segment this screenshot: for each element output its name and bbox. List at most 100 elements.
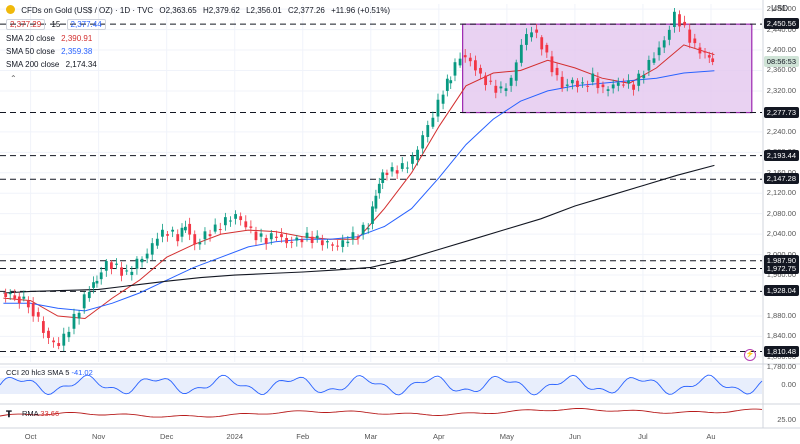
cci-band (0, 378, 762, 394)
candle-body (8, 292, 12, 295)
rma-tick: 25.00 (777, 415, 796, 424)
candle-body (280, 234, 283, 238)
level-label: 1,987.90 (763, 254, 799, 266)
candle-body (155, 238, 159, 246)
candle-body (180, 227, 184, 237)
y-tick-label: 2,000.00 (767, 250, 796, 259)
candle-body (326, 241, 329, 243)
candle-body (115, 263, 118, 265)
sma50-label: SMA 50 close (6, 47, 55, 56)
ohlc-close: C2,377.26 (287, 6, 325, 15)
candle-body (581, 82, 584, 84)
bid-ask-row: 2,377.29 15 2,377.44 (6, 19, 110, 30)
candle-body (99, 272, 103, 280)
candle-body (688, 29, 692, 43)
candle-body (62, 333, 66, 346)
candle-body (463, 55, 467, 58)
candle-body (596, 78, 600, 89)
candle-body (4, 292, 8, 297)
candle-body (560, 76, 564, 88)
candle-body (484, 75, 488, 86)
ask-price[interactable]: 2,377.44 (66, 19, 106, 30)
candle-body (535, 29, 539, 33)
sma50-value: 2,359.38 (61, 47, 93, 56)
candle-body (366, 228, 370, 230)
y-tick-label: 2,240.00 (766, 126, 796, 136)
candle-body (586, 85, 590, 87)
candle-body (171, 229, 175, 232)
candle-body (576, 80, 579, 88)
candle-body (135, 258, 139, 269)
candle-body (95, 280, 99, 284)
indicator-sma20[interactable]: SMA 20 close 2,390.91 (6, 34, 96, 43)
candle-body (611, 84, 615, 89)
candle-body (494, 85, 498, 93)
indicator-sma50[interactable]: SMA 50 close 2,359.38 (6, 47, 96, 56)
candle-body (41, 321, 45, 333)
candle-body (662, 40, 666, 48)
candle-body (361, 224, 365, 235)
candle-body (458, 58, 462, 66)
candle-body (678, 14, 681, 27)
sub-panels (0, 0, 800, 429)
candle-body (405, 167, 409, 169)
candle-body (150, 243, 154, 255)
lightning-icon[interactable]: ⚡ (744, 349, 756, 361)
range-box (462, 23, 753, 114)
symbol-header[interactable]: CFDs on Gold (US$ / OZ) · 1D · TVC O2,36… (6, 5, 394, 15)
candle-body (110, 262, 113, 269)
candle-body (31, 303, 35, 317)
candle-body (707, 55, 711, 58)
y-tick-label: 1,880.00 (766, 310, 796, 320)
candle-body (264, 237, 268, 244)
cci-value: -41.02 (71, 368, 93, 377)
candle-body (449, 80, 453, 84)
candle-body (92, 282, 95, 288)
currency-label[interactable]: USD (771, 4, 788, 13)
cci-label: CCI 20 hlc3 SMA 5 (6, 368, 70, 377)
candle-body (473, 60, 477, 71)
candle-body (269, 233, 273, 240)
level-label: 1,928.04 (763, 285, 799, 297)
rma-header[interactable]: RMA 33.66 (22, 409, 59, 418)
candle-body (395, 170, 399, 174)
candle-body (295, 237, 299, 241)
y-tick-label: 2,320.00 (766, 85, 796, 95)
level-label: 1,972.75 (763, 262, 799, 274)
candle-body (555, 67, 559, 76)
candle-body (374, 195, 378, 209)
candle-body (176, 234, 180, 242)
candle-body (683, 21, 687, 26)
candle-body (385, 172, 389, 175)
current-price-label: 08:56:53 (763, 55, 799, 67)
candle-body (390, 167, 394, 172)
cci-header[interactable]: CCI 20 hlc3 SMA 5 -41.02 (6, 368, 93, 377)
rma-value: 33.66 (40, 409, 60, 418)
candle-body (239, 216, 243, 221)
candle-body (120, 267, 124, 276)
ohlc-high: H2,379.62 (202, 6, 240, 15)
collapse-indicators-button[interactable]: ⌃ (10, 74, 17, 83)
candle-body (616, 82, 620, 86)
level-label: 2,450.56 (763, 18, 799, 30)
ohlc-open: O2,363.65 (159, 6, 197, 15)
candle-body (621, 84, 625, 86)
candle-body (468, 57, 472, 62)
candle-body (229, 220, 232, 222)
candle-body (371, 206, 374, 224)
horizontal-levels (0, 23, 762, 353)
price-candles (4, 7, 715, 352)
x-tick-label: Jul (638, 432, 648, 441)
candle-body (320, 240, 324, 246)
candle-body (145, 253, 149, 259)
candle-body (606, 89, 610, 91)
indicator-sma200[interactable]: SMA 200 close 2,174.34 (6, 60, 101, 69)
candle-body (711, 58, 715, 63)
x-tick-label: Jun (568, 432, 581, 441)
bid-price[interactable]: 2,377.29 (6, 19, 46, 30)
sma20-label: SMA 20 close (6, 34, 55, 43)
candle-body (550, 56, 554, 73)
x-tick-label: Oct (24, 432, 37, 441)
candle-body (166, 234, 169, 236)
